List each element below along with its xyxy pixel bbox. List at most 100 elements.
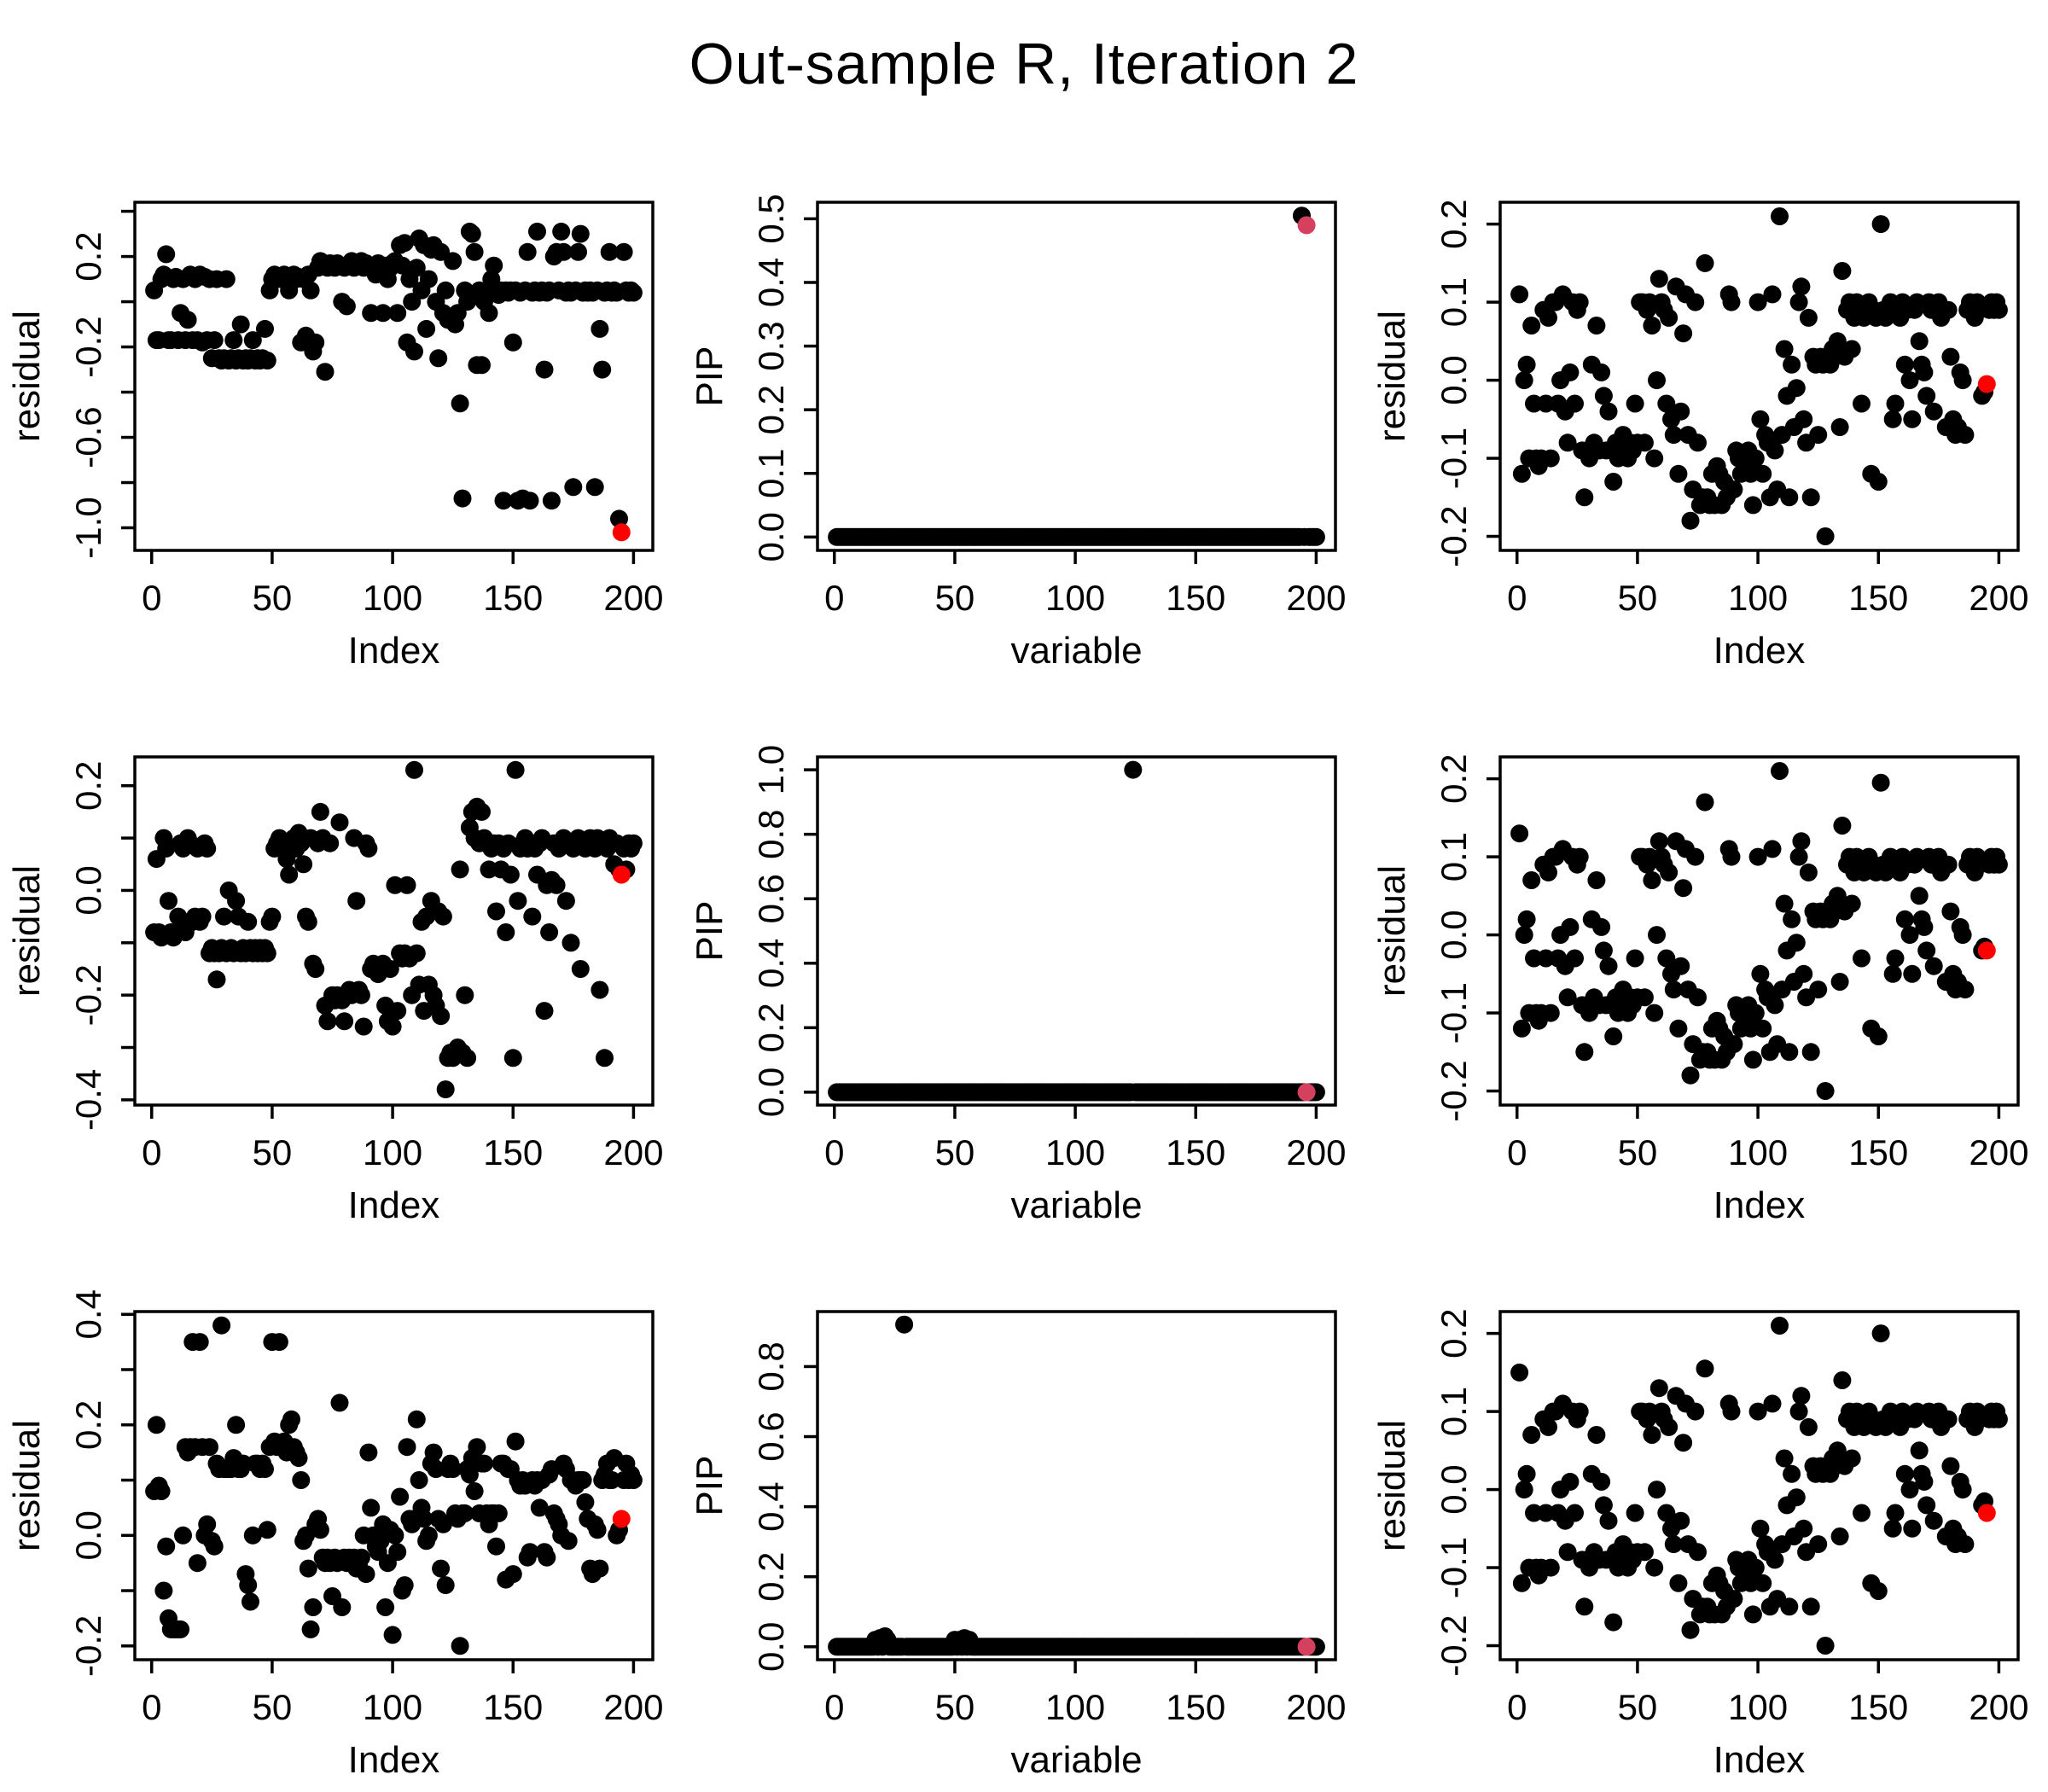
data-point: [1686, 847, 1705, 866]
data-point: [1592, 1472, 1611, 1491]
data-point: [1575, 488, 1594, 507]
data-point: [292, 1471, 311, 1489]
subplot-row2-col1-residual: 0 50 100 150 200 0.2 0.0 -0.2 -0.4 Index residual: [0, 683, 683, 1237]
data-point: [473, 802, 491, 821]
x-axis-label: Index: [1713, 630, 1806, 672]
data-point: [270, 1333, 288, 1352]
data-point: [1722, 293, 1741, 311]
y-tick-label: 0.1: [1434, 832, 1474, 881]
x-tick-label: 200: [603, 578, 663, 618]
data-point: [316, 363, 335, 381]
data-point: [294, 855, 313, 874]
y-tick-label: -0.1: [1434, 428, 1474, 489]
data-point: [530, 1498, 549, 1517]
x-tick-label: 150: [1848, 1687, 1908, 1727]
y-tick-label: 0.8: [751, 809, 791, 858]
subplot-row3-col3-residual: 0 50 100 150 200 0.2 0.1 0.0 -0.1 -0.2 Index residu…: [1365, 1237, 2048, 1792]
data-point: [174, 1526, 192, 1545]
data-point: [263, 907, 282, 926]
data-point: [1660, 308, 1679, 327]
data-point: [1830, 973, 1849, 991]
y-tick-label: 0.1: [751, 449, 791, 498]
data-point: [1871, 215, 1890, 234]
data-point-outlier: [960, 1631, 979, 1649]
data-point: [1842, 894, 1861, 913]
data-point: [1869, 473, 1888, 491]
data-point: [239, 912, 258, 931]
y-tick-label: 1.0: [751, 745, 791, 794]
data-point: [487, 902, 505, 921]
x-tick-label: 0: [824, 578, 844, 618]
data-point: [1924, 402, 1943, 421]
y-tick-label: 0.4: [751, 1481, 791, 1531]
data-point-outlier: [878, 1631, 897, 1649]
data-point: [1748, 847, 1767, 866]
data-point: [1809, 1535, 1828, 1554]
data-point: [1789, 847, 1808, 866]
data-point: [405, 342, 423, 361]
y-axis-label: residual: [1371, 1420, 1413, 1551]
y-axis-label: PIP: [689, 1456, 730, 1516]
plot-grid: 0 50 100 150 200 0.2 -0.2 -0.6 -1.0 Index residual…: [0, 128, 2048, 1792]
data-point: [432, 1559, 451, 1578]
data-point: [460, 1465, 479, 1484]
data-point: [1766, 1551, 1784, 1569]
data-point: [1510, 824, 1529, 843]
x-tick-label: 150: [483, 1132, 543, 1172]
data-point: [1660, 1417, 1679, 1436]
data-point: [1669, 1574, 1688, 1592]
data-point: [1787, 379, 1806, 398]
data-point: [289, 1449, 308, 1468]
data-point: [535, 1002, 554, 1021]
data-point: [1883, 964, 1902, 983]
data-point: [1783, 1464, 1801, 1483]
data-point: [388, 304, 407, 323]
data-point: [1833, 1371, 1852, 1389]
data-point: [193, 907, 212, 926]
data-point: [1522, 1426, 1541, 1444]
x-tick-label: 200: [603, 1687, 663, 1727]
data-point: [463, 224, 481, 243]
plot-box: [816, 201, 1337, 552]
data-point: [503, 333, 522, 352]
scatter-plot-svg: 0 50 100 150 200 0.2 0.0 -0.2 -0.4 Index residual: [6, 755, 663, 1226]
y-tick-label: 0.6: [751, 1411, 791, 1461]
data-point: [419, 270, 438, 288]
data-point: [1787, 934, 1806, 952]
data-point: [559, 1532, 578, 1551]
data-point: [1743, 1050, 1762, 1069]
data-point: [1681, 511, 1700, 530]
data-point: [1558, 433, 1577, 452]
data-point: [1689, 988, 1707, 1007]
data-point: [624, 1471, 643, 1489]
data-point: [624, 834, 643, 852]
scatter-plot-svg: 0 50 100 150 200 0.2 0.1 0.0 -0.1 -0.2 Index residu…: [1371, 753, 2028, 1226]
figure-title: Out-sample R, Iteration 2: [689, 32, 1359, 96]
data-point: [1871, 1324, 1890, 1343]
x-tick-label: 200: [1969, 1132, 2028, 1172]
data-point: [201, 1438, 218, 1457]
data-point: [1830, 418, 1849, 436]
data-point: [299, 912, 317, 931]
data-point: [1801, 1597, 1820, 1616]
data-point: [1853, 394, 1871, 413]
data-point: [1833, 817, 1852, 835]
y-tick-label: 0.4: [751, 939, 791, 988]
data-point: [1599, 402, 1618, 421]
data-point-outlier: [1124, 760, 1143, 779]
y-tick-label: 0.0: [1434, 355, 1474, 404]
data-point: [1626, 949, 1644, 968]
x-tick-label: 100: [1045, 1132, 1105, 1172]
data-point: [1751, 410, 1770, 428]
data-point: [596, 1049, 614, 1068]
data-point: [1775, 1449, 1794, 1468]
data-point: [1672, 402, 1690, 421]
data-point: [330, 813, 349, 832]
data-point: [1910, 1441, 1929, 1460]
data-point: [528, 222, 546, 241]
data-point: [436, 1576, 455, 1595]
x-tick-label: 100: [1728, 1132, 1788, 1172]
data-point: [1570, 293, 1589, 311]
data-point: [1924, 957, 1943, 975]
y-axis-label: PIP: [689, 901, 730, 962]
